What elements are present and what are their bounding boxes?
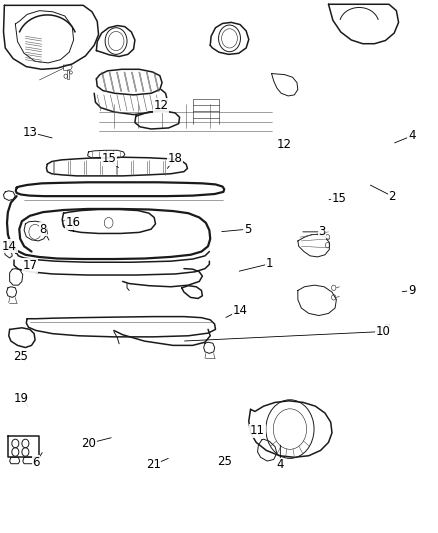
Text: 25: 25	[217, 455, 232, 467]
Text: 18: 18	[168, 152, 183, 165]
Text: 12: 12	[276, 139, 291, 151]
Text: 3: 3	[318, 225, 325, 238]
Text: 21: 21	[146, 458, 161, 471]
Text: 1: 1	[265, 257, 273, 270]
Text: 12: 12	[154, 99, 169, 112]
Text: 15: 15	[101, 152, 116, 165]
Text: 4: 4	[408, 130, 416, 142]
Text: 6: 6	[32, 456, 40, 469]
Text: 11: 11	[250, 424, 265, 437]
Text: 14: 14	[233, 304, 247, 317]
Text: 5: 5	[244, 223, 251, 236]
Text: 20: 20	[81, 437, 96, 450]
Text: 19: 19	[14, 392, 28, 405]
Text: 15: 15	[332, 192, 347, 205]
Text: 14: 14	[2, 240, 17, 253]
Text: 8: 8	[39, 223, 46, 236]
Text: 2: 2	[388, 190, 396, 203]
Text: 17: 17	[22, 259, 37, 272]
Text: 9: 9	[408, 284, 416, 297]
Text: 10: 10	[376, 325, 391, 338]
Text: 25: 25	[14, 350, 28, 362]
Text: 7: 7	[384, 323, 392, 336]
Text: 13: 13	[22, 126, 37, 139]
Text: 16: 16	[66, 216, 81, 229]
Text: 4: 4	[276, 458, 284, 471]
